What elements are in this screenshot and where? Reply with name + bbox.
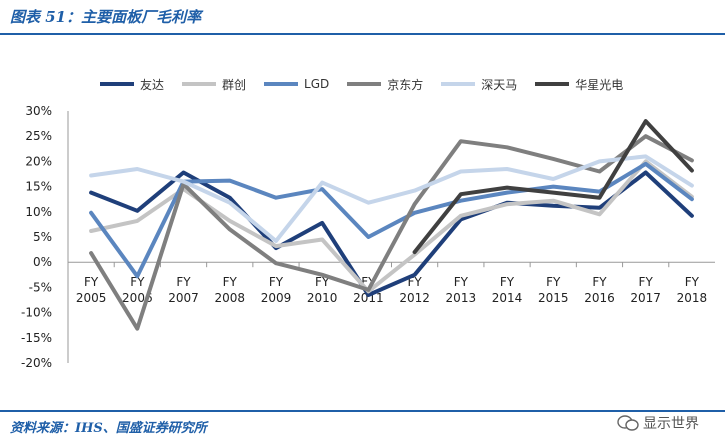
legend-swatch xyxy=(535,82,570,86)
legend-label: LGD xyxy=(304,77,330,91)
y-tick-label: 15% xyxy=(25,180,52,194)
legend-label: 华星光电 xyxy=(575,77,624,92)
y-tick-label: 10% xyxy=(25,205,52,219)
legend-swatch xyxy=(441,82,476,86)
series-line xyxy=(89,161,694,279)
watermark-text: 显示世界 xyxy=(643,416,699,432)
title-rule xyxy=(0,33,725,35)
x-tick-label: FY 2007 xyxy=(168,275,199,305)
series-line xyxy=(89,134,694,331)
source-note: 资料来源：IHS、国盛证券研究所 xyxy=(10,421,207,436)
y-tick-label: 30% xyxy=(25,104,52,118)
chart-legend: 友达 群创 LGD 京东方 深天马 华星光电 xyxy=(100,74,641,94)
x-tick-label: FY 2009 xyxy=(261,275,292,305)
legend-label: 群创 xyxy=(222,77,247,92)
series-line xyxy=(89,154,694,243)
legend-item: 深天马 xyxy=(441,76,517,93)
legend-swatch xyxy=(182,82,217,86)
x-tick-label: FY 2012 xyxy=(399,275,430,305)
x-tick-label: FY 2005 xyxy=(76,275,107,305)
y-tick-label: -5% xyxy=(29,280,52,294)
watermark: 显示世界 xyxy=(617,413,699,433)
legend-swatch xyxy=(100,82,134,86)
legend-item: 京东方 xyxy=(347,76,423,93)
legend-item: 友达 xyxy=(100,76,164,93)
x-tick-label: FY 2008 xyxy=(214,275,245,305)
x-tick-label: FY 2016 xyxy=(584,275,615,305)
legend-swatch xyxy=(347,82,382,86)
legend-label: 京东方 xyxy=(387,77,424,92)
y-tick-label: 25% xyxy=(25,129,52,143)
x-tick-label: FY 2017 xyxy=(630,275,661,305)
legend-item: 华星光电 xyxy=(535,76,623,93)
x-tick-label: FY 2015 xyxy=(538,275,569,305)
x-tick-label: FY 2010 xyxy=(307,275,338,305)
footer-rule xyxy=(0,410,725,412)
y-tick-label: 0% xyxy=(33,255,52,269)
series-line xyxy=(89,170,694,297)
legend-item: 群创 xyxy=(182,76,246,93)
x-tick-label: FY 2014 xyxy=(492,275,523,305)
y-tick-label: -20% xyxy=(21,356,52,370)
figure-title: 图表 51：主要面板厂毛利率 xyxy=(10,8,202,26)
y-tick-label: -15% xyxy=(21,331,52,345)
chat-bubble-icon xyxy=(617,415,639,431)
legend-label: 友达 xyxy=(140,77,165,92)
y-tick-label: -10% xyxy=(21,306,52,320)
line-chart: -20% -15% -10% -5% 0% 5% 10% 15% 20% 25% 30% FY 2005… xyxy=(21,104,715,370)
x-tick-label: FY 2018 xyxy=(677,275,708,305)
y-tick-label: 5% xyxy=(33,230,52,244)
legend-label: 深天马 xyxy=(481,77,518,92)
legend-swatch xyxy=(264,82,299,86)
x-tick-label: FY 2013 xyxy=(446,275,477,305)
legend-item: LGD xyxy=(264,77,329,91)
series-line xyxy=(412,119,694,255)
y-tick-label: 20% xyxy=(25,154,52,168)
